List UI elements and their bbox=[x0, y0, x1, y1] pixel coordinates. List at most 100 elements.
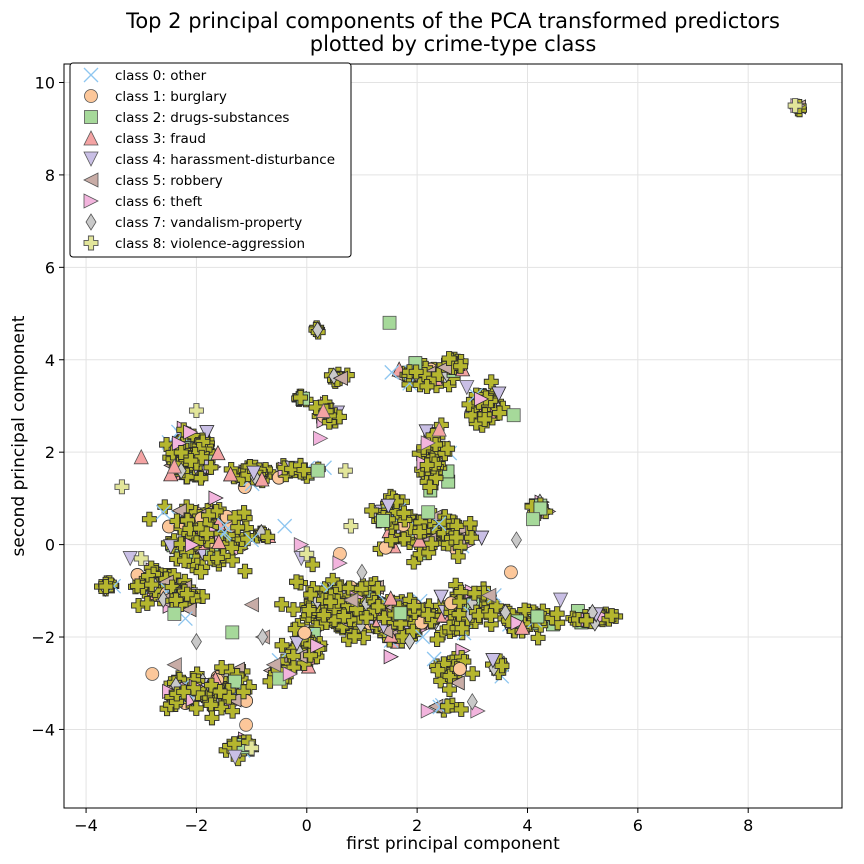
x-axis-label: first principal component bbox=[346, 834, 560, 854]
cluster-point bbox=[274, 596, 290, 612]
cluster-point bbox=[492, 405, 508, 421]
cluster-point bbox=[441, 351, 457, 366]
cluster-point bbox=[465, 666, 481, 682]
cluster-point bbox=[332, 370, 348, 386]
legend-marker-class-3 bbox=[83, 130, 99, 146]
cluster-point bbox=[428, 470, 444, 486]
cluster-point bbox=[98, 579, 114, 595]
legend-label-class-2: class 2: drugs-substances bbox=[115, 110, 289, 126]
cluster-point bbox=[328, 367, 340, 385]
cluster-point bbox=[297, 625, 312, 640]
cluster-point bbox=[212, 684, 228, 699]
cluster-point bbox=[208, 490, 224, 506]
point-class-2 bbox=[421, 505, 436, 520]
cluster-point bbox=[199, 425, 215, 441]
cluster-point bbox=[533, 501, 548, 516]
cluster-point bbox=[393, 616, 409, 632]
cluster-point bbox=[305, 557, 321, 573]
cluster-point bbox=[442, 682, 457, 698]
cluster-point bbox=[316, 607, 332, 623]
cluster-point bbox=[199, 526, 215, 542]
dense-point-clusters bbox=[94, 98, 807, 767]
cluster-point bbox=[530, 630, 546, 646]
point-class-0 bbox=[244, 532, 260, 548]
point-class-8 bbox=[133, 551, 149, 566]
cluster-point bbox=[422, 479, 438, 495]
cluster-point bbox=[303, 647, 318, 663]
point-class-0 bbox=[277, 518, 293, 534]
point-class-8 bbox=[343, 518, 359, 534]
cluster-point bbox=[289, 636, 305, 652]
cluster-point bbox=[301, 602, 317, 618]
x-tick-label: −2 bbox=[185, 816, 209, 835]
point-class-7 bbox=[356, 563, 368, 582]
cluster-point bbox=[130, 578, 145, 594]
cluster-point bbox=[579, 612, 594, 628]
point-class-2 bbox=[225, 625, 240, 640]
chart-title-line-2: plotted by crime-type class bbox=[310, 32, 597, 56]
cluster-point bbox=[419, 457, 435, 473]
point-class-1 bbox=[239, 717, 253, 732]
cluster-point bbox=[549, 606, 565, 622]
cluster-point bbox=[209, 550, 225, 566]
point-class-4 bbox=[459, 380, 475, 396]
cluster-point bbox=[491, 386, 507, 402]
point-class-2 bbox=[382, 315, 397, 330]
cluster-point bbox=[163, 465, 179, 482]
y-tick-label: 10 bbox=[35, 73, 55, 92]
cluster-point bbox=[183, 453, 199, 469]
cluster-point bbox=[514, 619, 530, 635]
cluster-point bbox=[448, 530, 464, 545]
cluster-point bbox=[406, 598, 422, 614]
cluster-point bbox=[227, 510, 243, 525]
cluster-point bbox=[312, 321, 324, 339]
cluster-point bbox=[310, 638, 326, 654]
plot-area bbox=[94, 97, 807, 767]
point-class-5 bbox=[480, 587, 497, 604]
y-axis-label: second principal component bbox=[9, 315, 29, 556]
x-tick-label: 4 bbox=[522, 816, 532, 835]
cluster-point bbox=[405, 623, 421, 639]
legend-label-class-6: class 6: theft bbox=[115, 194, 202, 210]
cluster-point bbox=[237, 563, 253, 579]
point-class-6 bbox=[313, 430, 329, 446]
cluster-point bbox=[383, 649, 399, 665]
cluster-point bbox=[433, 589, 449, 606]
cluster-point bbox=[185, 537, 201, 553]
cluster-point bbox=[168, 592, 184, 608]
legend-label-class-1: class 1: burglary bbox=[115, 89, 227, 105]
cluster-point bbox=[370, 581, 386, 596]
cluster-point bbox=[144, 577, 160, 593]
y-tick-label: 8 bbox=[45, 166, 55, 185]
legend-marker-class-6 bbox=[83, 193, 99, 209]
cluster-point bbox=[419, 378, 435, 394]
cluster-point bbox=[303, 587, 319, 603]
x-tick-label: 0 bbox=[302, 816, 312, 835]
legend-label-class-5: class 5: robbery bbox=[115, 173, 223, 189]
legend-box bbox=[69, 62, 352, 258]
cluster-point bbox=[453, 701, 469, 717]
cluster-point bbox=[157, 499, 173, 515]
legend-marker-class-5 bbox=[83, 172, 99, 188]
point-class-2 bbox=[526, 512, 540, 527]
point-class-6 bbox=[420, 435, 437, 451]
cluster-point bbox=[406, 554, 422, 570]
cluster-point bbox=[383, 532, 399, 548]
point-class-7 bbox=[190, 632, 202, 651]
point-class-8 bbox=[244, 740, 260, 756]
y-tick-label: 0 bbox=[45, 536, 55, 555]
cluster-point bbox=[464, 530, 479, 546]
cluster-point bbox=[439, 698, 455, 714]
point-class-8 bbox=[299, 546, 315, 562]
cluster-point bbox=[477, 411, 493, 427]
cluster-point bbox=[204, 710, 220, 726]
cluster-point bbox=[454, 620, 470, 636]
point-class-6 bbox=[332, 555, 348, 571]
legend-marker-class-1 bbox=[84, 89, 98, 103]
cluster-point bbox=[510, 615, 526, 631]
cluster-point bbox=[322, 594, 338, 610]
cluster-point bbox=[289, 574, 304, 590]
x-axis-ticks: −4 −2 0 2 4 6 8 bbox=[74, 808, 753, 835]
cluster-point bbox=[176, 684, 192, 700]
cluster-point bbox=[530, 609, 545, 624]
